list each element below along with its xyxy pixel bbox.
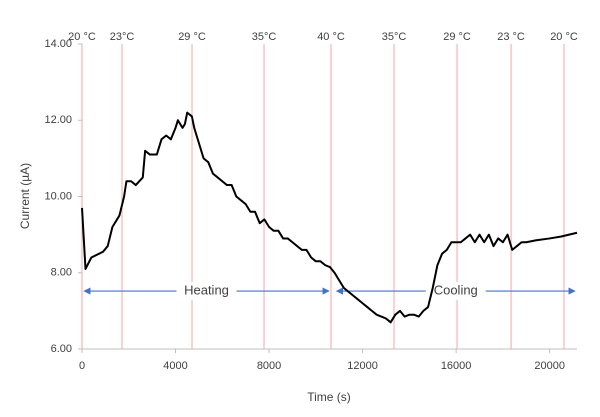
temperature-label: 20 °C bbox=[68, 31, 96, 43]
x-tick-label: 16000 bbox=[441, 360, 472, 372]
y-tick-label: 12.00 bbox=[44, 114, 72, 126]
temperature-label: 20 °C bbox=[550, 31, 578, 43]
y-tick-label: 6.00 bbox=[51, 343, 72, 355]
y-tick-label: 14.00 bbox=[44, 38, 72, 50]
temperature-label: 35°C bbox=[252, 31, 277, 43]
temperature-label: 35°C bbox=[382, 31, 407, 43]
temperature-label: 40 °C bbox=[317, 31, 345, 43]
annotation-label: Heating bbox=[184, 282, 229, 297]
x-tick-label: 20000 bbox=[534, 360, 565, 372]
temperature-label: 29 °C bbox=[178, 31, 206, 43]
temperature-label: 23 °C bbox=[497, 31, 525, 43]
x-axis-title: Time (s) bbox=[307, 390, 351, 404]
x-tick-label: 4000 bbox=[163, 360, 187, 372]
annotation-label: Cooling bbox=[434, 282, 478, 297]
y-tick-label: 10.00 bbox=[44, 190, 72, 202]
x-tick-label: 12000 bbox=[347, 360, 378, 372]
x-tick-label: 8000 bbox=[257, 360, 281, 372]
annotation-bg bbox=[176, 282, 237, 301]
y-tick-label: 8.00 bbox=[51, 267, 72, 279]
annotation-bg bbox=[425, 282, 486, 301]
x-tick-label: 0 bbox=[79, 360, 85, 372]
temperature-label: 29 °C bbox=[443, 31, 471, 43]
y-axis-title: Current (µA) bbox=[18, 163, 32, 229]
temperature-label: 23°C bbox=[110, 31, 135, 43]
data-line bbox=[81, 111, 578, 324]
